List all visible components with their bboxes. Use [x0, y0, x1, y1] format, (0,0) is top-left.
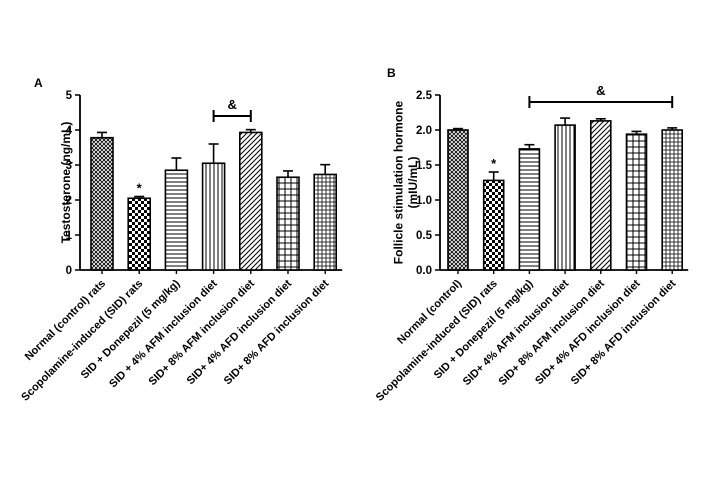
- bar: [447, 129, 469, 271]
- bar: [164, 169, 189, 271]
- bar: [661, 129, 684, 271]
- y-tick-label: 0: [66, 265, 72, 277]
- y-tick-label: 2.5: [416, 90, 433, 102]
- y-tick-label: 1.0: [416, 195, 432, 207]
- x-tick-label: Normal (control): [395, 277, 464, 346]
- y-tick-label: 2: [66, 195, 72, 207]
- y-axis-label-line: (mIU/mL): [406, 157, 420, 209]
- bar: [127, 197, 151, 271]
- y-axis-label: Testosterone (ng/mL): [59, 122, 73, 244]
- bar: [554, 124, 576, 271]
- y-axis-label: Follicle stimulation hormone(mIU/mL): [392, 101, 420, 265]
- panel-letter: A: [34, 76, 43, 90]
- bar: [201, 162, 226, 271]
- y-tick-label: 3: [66, 160, 72, 172]
- y-tick-label: 1.5: [416, 160, 433, 172]
- y-tick-label: 0.0: [416, 265, 432, 277]
- panel-letter: B: [387, 66, 396, 80]
- bar: [518, 148, 541, 271]
- y-axis-label-line: Follicle stimulation hormone: [392, 101, 406, 265]
- y-tick-label: 0.5: [416, 230, 433, 242]
- significance-ampersand: &: [596, 83, 605, 98]
- significance-star: *: [137, 181, 143, 196]
- y-tick-label: 2.0: [416, 125, 432, 137]
- bar: [482, 179, 505, 271]
- bar: [625, 133, 648, 271]
- bar: [313, 173, 338, 271]
- bar: [276, 176, 300, 271]
- y-tick-label: 4: [66, 125, 73, 137]
- bar: [589, 120, 612, 271]
- bar: [90, 136, 114, 271]
- y-tick-label: 5: [66, 90, 73, 102]
- significance-star: *: [491, 156, 497, 171]
- bar: [239, 131, 263, 271]
- y-tick-label: 1: [66, 230, 73, 242]
- significance-ampersand: &: [228, 97, 237, 112]
